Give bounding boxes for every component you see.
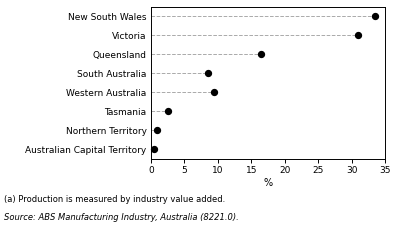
Point — [211, 91, 218, 94]
Point — [258, 52, 264, 56]
Point — [154, 128, 160, 132]
Text: (a) Production is measured by industry value added.: (a) Production is measured by industry v… — [4, 195, 225, 204]
Text: Source: ABS Manufacturing Industry, Australia (8221.0).: Source: ABS Manufacturing Industry, Aust… — [4, 213, 239, 222]
Point — [164, 110, 171, 113]
X-axis label: %: % — [264, 178, 272, 188]
Point — [372, 15, 378, 18]
Point — [204, 72, 211, 75]
Point — [151, 148, 157, 151]
Point — [355, 34, 362, 37]
